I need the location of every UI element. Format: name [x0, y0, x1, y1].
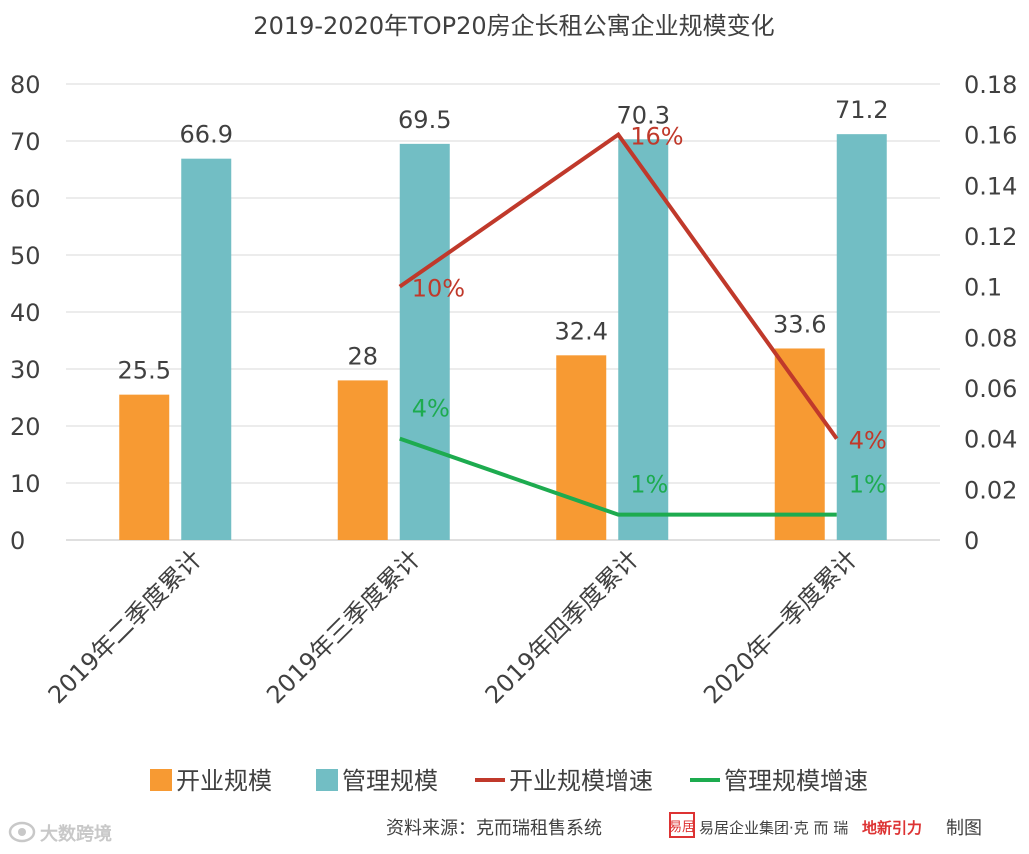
left-tick-label: 20: [10, 413, 41, 441]
watermark: 大数跨境: [8, 821, 112, 845]
bar-managed: [399, 143, 450, 540]
left-tick-label: 10: [10, 470, 41, 498]
legend: 开业规模 管理规模 开业规模增速 管理规模增速: [150, 767, 868, 795]
left-tick-label: 80: [10, 71, 41, 99]
credit-suffix: 制图: [946, 818, 982, 839]
bar-value-label: 70.3: [617, 101, 670, 129]
category-label: 2019年三季度累计: [261, 544, 426, 709]
bar-value-label: 69.5: [398, 106, 451, 134]
category-labels: 2019年二季度累计 2019年三季度累计 2019年四季度累计 2020年一季度累计: [43, 544, 863, 709]
bar-managed: [181, 158, 232, 541]
watermark-text: 大数跨境: [40, 823, 112, 845]
left-tick-label: 40: [10, 299, 41, 327]
lines: 10% 16% 4% 4% 1% 1%: [398, 123, 887, 517]
legend-swatch: [316, 769, 338, 791]
left-tick-label: 30: [10, 356, 41, 384]
right-tick-label: 0.06: [964, 375, 1017, 403]
seal-frame: [669, 812, 695, 838]
right-tick-label: 0: [964, 527, 979, 555]
credit-brand: 地新引力: [862, 819, 922, 837]
legend-swatch: [150, 769, 172, 791]
legend-label: 开业规模: [176, 767, 272, 795]
right-tick-label: 0.14: [964, 172, 1017, 200]
bar-opening: [774, 348, 825, 540]
line-value-label: 1%: [630, 471, 668, 499]
chart-title: 2019-2020年TOP20房企长租公寓企业规模变化: [253, 12, 774, 40]
bar-value-label: 66.9: [180, 121, 233, 149]
source-note: 资料来源：克而瑞租售系统: [386, 818, 602, 839]
weibo-eye-icon: [8, 821, 36, 843]
legend-label: 管理规模: [342, 767, 438, 795]
category-label: 2020年一季度累计: [698, 544, 863, 709]
eju-seal: 易居: [669, 812, 695, 838]
line-value-label: 10%: [412, 275, 465, 303]
line-value-label: 4%: [412, 395, 450, 423]
bar-opening: [337, 380, 388, 540]
right-tick-label: 0.16: [964, 122, 1017, 150]
legend-label: 管理规模增速: [724, 767, 868, 795]
category-label: 2019年四季度累计: [480, 544, 645, 709]
category-label: 2019年二季度累计: [43, 544, 208, 709]
right-tick-label: 0.18: [964, 71, 1017, 99]
bar-value-label: 28: [347, 342, 378, 370]
right-tick-label: 0.02: [964, 476, 1017, 504]
bars: 25.5 28 32.4 33.6 66.9 69.5 70.3 71.2: [118, 96, 888, 541]
line-value-label: 4%: [849, 427, 887, 455]
left-tick-label: 0: [10, 527, 25, 555]
legend-label: 开业规模增速: [509, 767, 653, 795]
bar-opening: [556, 355, 607, 540]
seal-text: 易居: [669, 820, 695, 835]
left-axis-ticks: 0 10 20 30 40 50 60 70 80: [10, 71, 41, 555]
line-opening-growth: [398, 131, 839, 440]
bar-managed: [618, 139, 669, 541]
bar-value-label: 32.4: [555, 317, 608, 345]
bar-value-label: 25.5: [118, 357, 171, 385]
left-tick-label: 60: [10, 185, 41, 213]
bar-opening: [119, 394, 170, 540]
bar-managed: [836, 134, 887, 540]
right-tick-label: 0.1: [964, 274, 1002, 302]
right-axis-ticks: 0 0.02 0.04 0.06 0.08 0.1 0.12 0.14 0.16 0.18: [964, 71, 1017, 555]
right-tick-label: 0.04: [964, 426, 1017, 454]
right-tick-label: 0.12: [964, 223, 1017, 251]
line-value-label: 16%: [630, 123, 683, 151]
credit-group: 易居企业集团·克 而 瑞: [699, 819, 848, 837]
right-tick-label: 0.08: [964, 324, 1017, 352]
line-managed-growth: [399, 436, 837, 517]
bar-value-label: 33.6: [773, 310, 826, 338]
line-value-label: 1%: [849, 471, 887, 499]
left-tick-label: 50: [10, 242, 41, 270]
left-tick-label: 70: [10, 128, 41, 156]
bar-value-label: 71.2: [835, 96, 888, 124]
